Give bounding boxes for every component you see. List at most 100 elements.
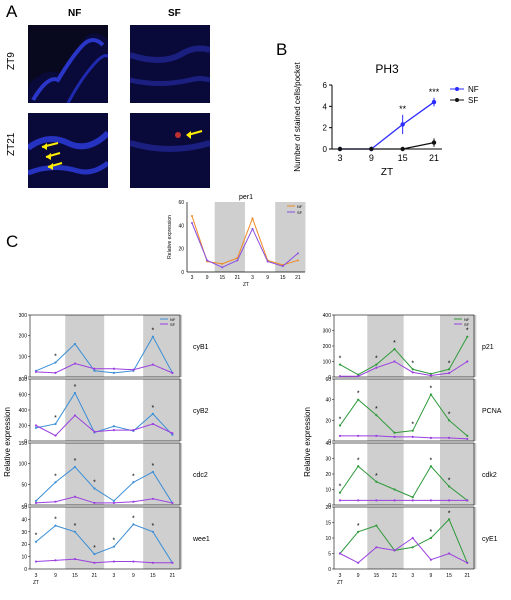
dark-phase-shade	[440, 507, 477, 569]
x-tick-label: 9	[266, 275, 269, 281]
significance-mark: *	[132, 515, 135, 522]
y-tick-label: 20	[325, 505, 331, 511]
y-tick-label: 0	[24, 439, 27, 445]
gene-label: cyB2	[193, 408, 209, 415]
y-tick-label: 0	[24, 567, 27, 573]
significance-mark: *	[74, 458, 77, 465]
data-point	[338, 424, 342, 427]
data-point	[400, 122, 405, 127]
significance-mark: *	[54, 415, 57, 422]
gene-label: PCNA	[482, 408, 502, 415]
series-line-NF	[35, 335, 173, 374]
data-point	[337, 146, 343, 152]
y-tick-label: 400	[19, 408, 28, 414]
data-point	[151, 497, 154, 500]
x-axis-label: ZT	[33, 580, 39, 586]
data-point	[251, 217, 254, 220]
y-tick-label: 0	[323, 145, 328, 154]
x-tick-label: 15	[150, 573, 156, 579]
y-tick-label: 10	[21, 555, 27, 561]
y-tick-label: 0	[328, 567, 331, 573]
y-tick-label: 50	[21, 482, 27, 488]
col-label-sf: SF	[168, 8, 181, 19]
x-tick-label: 9	[369, 153, 374, 163]
x-tick-label: 15	[374, 573, 380, 579]
y-tick-label: 60	[178, 200, 184, 206]
data-point	[93, 430, 96, 433]
data-point	[132, 481, 135, 484]
x-tick-label: 21	[295, 275, 301, 281]
legend-marker	[455, 87, 459, 91]
x-tick-label: 15	[219, 275, 225, 281]
data-point	[54, 371, 57, 374]
series-line-NF	[339, 336, 468, 376]
data-point	[151, 335, 154, 338]
data-point	[54, 481, 57, 484]
y-tick-label: 200	[19, 424, 28, 430]
legend-label: NF	[468, 85, 479, 94]
significance-mark: *	[339, 356, 342, 363]
dark-phase-shade	[65, 315, 105, 377]
significance-mark: *	[411, 422, 414, 429]
dark-phase-shade	[367, 315, 404, 377]
data-point	[151, 470, 154, 474]
y-tick-label: 20	[325, 472, 331, 478]
dark-phase-shade	[143, 507, 183, 569]
gene-label: cdc2	[193, 472, 208, 479]
data-point	[34, 499, 38, 502]
chart-title: PH3	[375, 62, 399, 76]
series-line-NF	[339, 518, 468, 563]
data-point	[393, 488, 396, 491]
dark-phase-shade	[367, 443, 404, 505]
data-point	[466, 437, 469, 441]
significance-mark: *	[132, 473, 135, 480]
data-point	[393, 435, 396, 438]
data-point	[251, 227, 254, 230]
significance-mark: *	[35, 533, 38, 540]
significance-mark: *	[54, 517, 57, 524]
x-tick-label: 15	[280, 275, 286, 281]
data-point	[112, 499, 116, 502]
x-tick-label: 21	[464, 573, 470, 579]
data-point	[296, 259, 299, 262]
data-point	[34, 540, 38, 543]
data-point	[466, 561, 469, 564]
legend-label: NF	[297, 204, 303, 209]
data-point	[466, 434, 469, 437]
gene-label: wee1	[192, 536, 210, 543]
y-tick-label: 10	[325, 488, 331, 494]
legend-label: NF	[170, 317, 176, 322]
data-point	[73, 557, 77, 561]
data-point	[34, 370, 38, 373]
significance-mark: *	[54, 473, 57, 480]
y-tick-label: 20	[21, 542, 27, 548]
data-point	[466, 499, 469, 502]
y-tick-label: 40	[21, 517, 27, 523]
series-line-SF	[340, 435, 468, 440]
data-point	[393, 549, 396, 552]
data-point	[429, 558, 433, 561]
significance-mark: *	[152, 405, 155, 412]
data-point	[357, 398, 360, 401]
dark-phase-shade	[440, 379, 477, 441]
micrograph-sf-zt9	[130, 25, 210, 103]
significance-mark: *	[448, 477, 451, 484]
y-tick-label: 200	[323, 344, 332, 350]
data-point	[93, 369, 96, 372]
data-point	[151, 363, 154, 366]
significance-mark: *	[357, 391, 360, 398]
micrograph-nf-zt21	[28, 113, 108, 188]
significance-mark: *	[466, 328, 469, 335]
y-tick-label: 150	[19, 441, 28, 447]
data-point	[429, 374, 433, 377]
data-point	[206, 259, 209, 262]
significance-mark: *	[448, 360, 451, 367]
data-point	[112, 560, 116, 563]
dark-phase-shade	[367, 379, 404, 441]
x-axis-label: ZT	[337, 580, 343, 586]
data-point	[447, 499, 451, 502]
data-point	[411, 496, 414, 499]
data-point	[429, 499, 433, 502]
data-point	[54, 422, 57, 426]
